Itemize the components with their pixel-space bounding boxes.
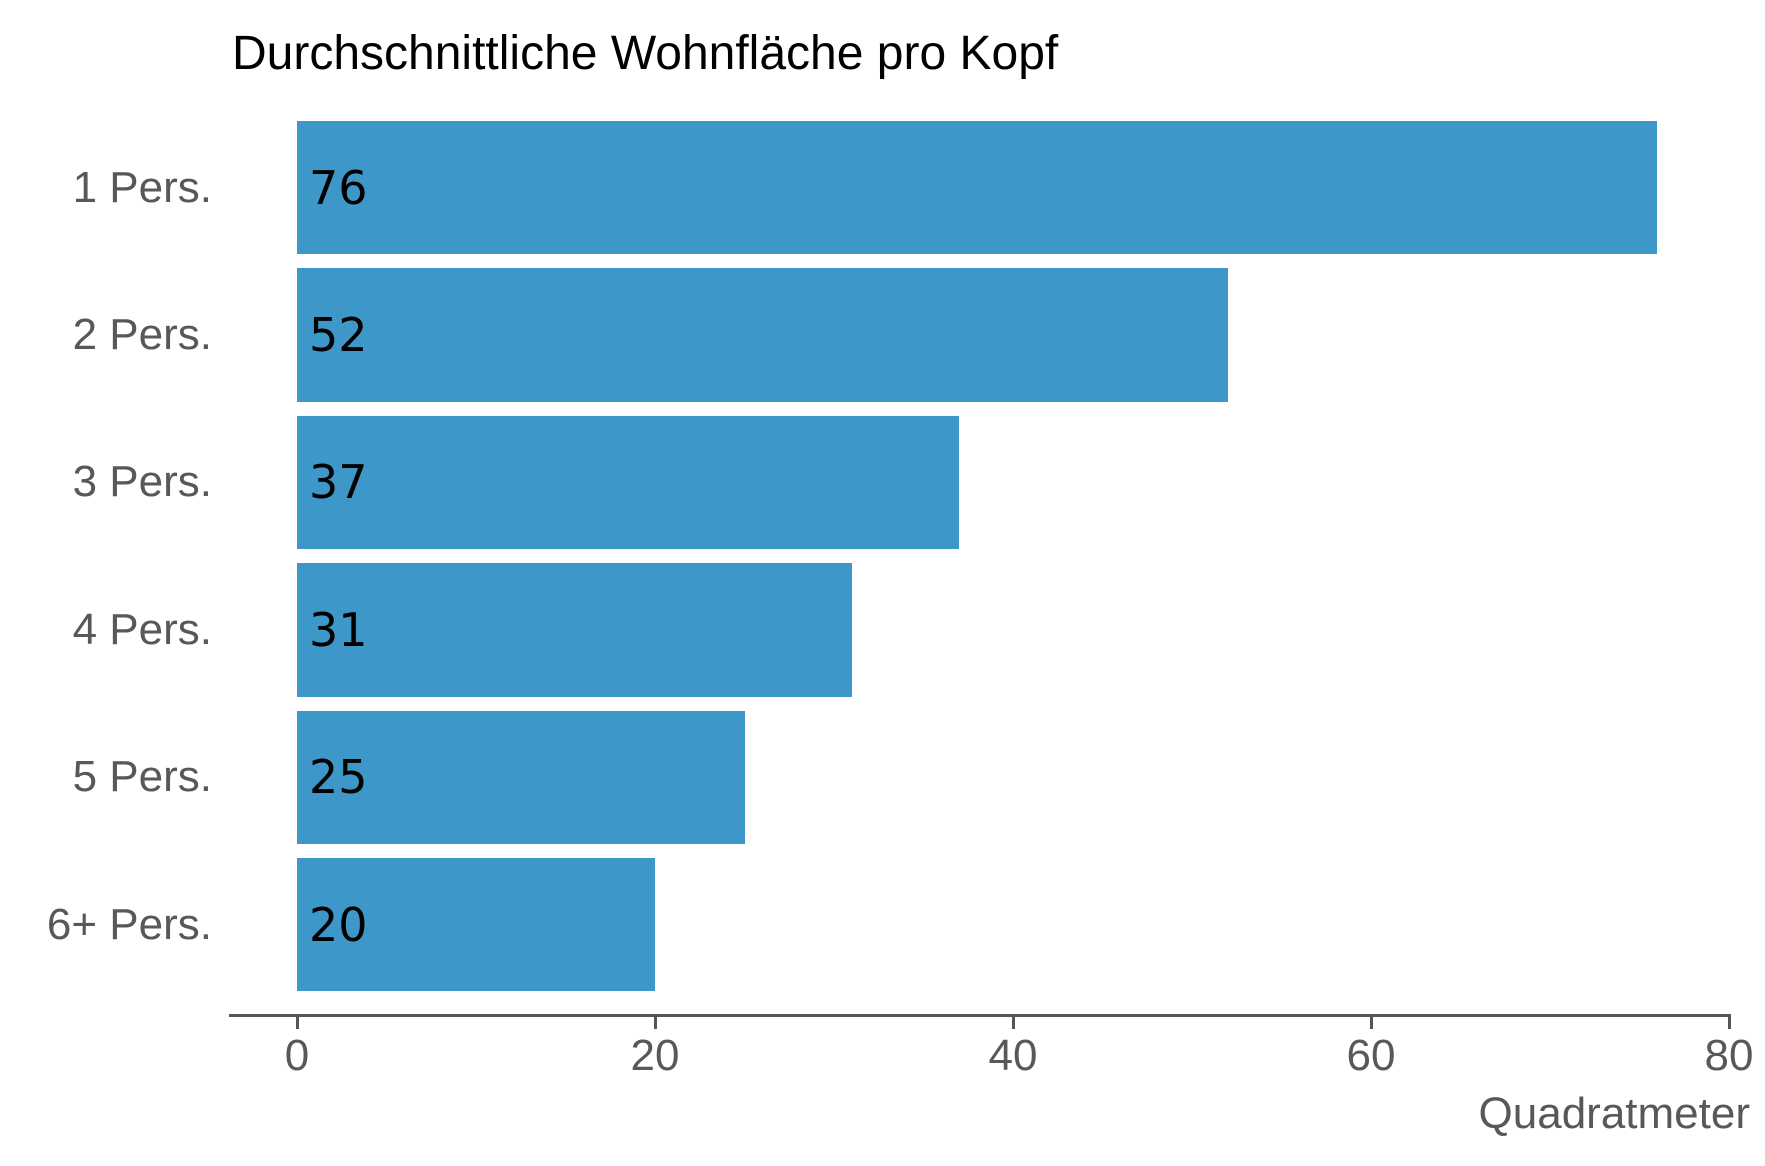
x-axis-tick bbox=[1727, 1014, 1731, 1029]
category-label: 3 Pers. bbox=[72, 457, 212, 507]
bar-3-pers bbox=[297, 415, 960, 550]
category-label: 2 Pers. bbox=[72, 310, 212, 360]
bar-2-pers bbox=[297, 268, 1228, 402]
x-axis-tick-label: 20 bbox=[630, 1031, 680, 1080]
category-label: 6+ Pers. bbox=[46, 899, 212, 949]
x-axis-tick-label: 40 bbox=[988, 1031, 1038, 1080]
category-label: 5 Pers. bbox=[72, 752, 212, 802]
x-axis-tick-label: 60 bbox=[1346, 1031, 1396, 1080]
bar-value-label: 31 bbox=[309, 602, 368, 657]
bar-value-label: 25 bbox=[309, 750, 368, 805]
bar-value-label: 76 bbox=[309, 160, 368, 215]
x-axis-title: Quadratmeter bbox=[1478, 1089, 1750, 1138]
x-axis-tick-label: 0 bbox=[284, 1031, 310, 1080]
bar-value-label: 20 bbox=[309, 897, 368, 952]
bar-5-pers bbox=[297, 710, 745, 844]
bar-1-pers bbox=[297, 121, 1658, 255]
category-label: 4 Pers. bbox=[72, 604, 212, 654]
bar-value-label: 52 bbox=[309, 308, 368, 363]
x-axis-line bbox=[229, 1014, 1729, 1017]
bar-value-label: 37 bbox=[309, 455, 368, 510]
x-axis-tick-label: 80 bbox=[1704, 1031, 1754, 1080]
category-label: 1 Pers. bbox=[72, 162, 212, 212]
x-axis-tick bbox=[1369, 1014, 1373, 1029]
bar-4-pers bbox=[297, 563, 852, 697]
bar-6-pers bbox=[297, 858, 655, 992]
chart-title: Durchschnittliche Wohnfläche pro Kopf bbox=[232, 27, 1059, 80]
x-axis-tick bbox=[653, 1014, 657, 1029]
x-axis-tick bbox=[295, 1014, 299, 1029]
x-axis-tick bbox=[1011, 1014, 1015, 1029]
